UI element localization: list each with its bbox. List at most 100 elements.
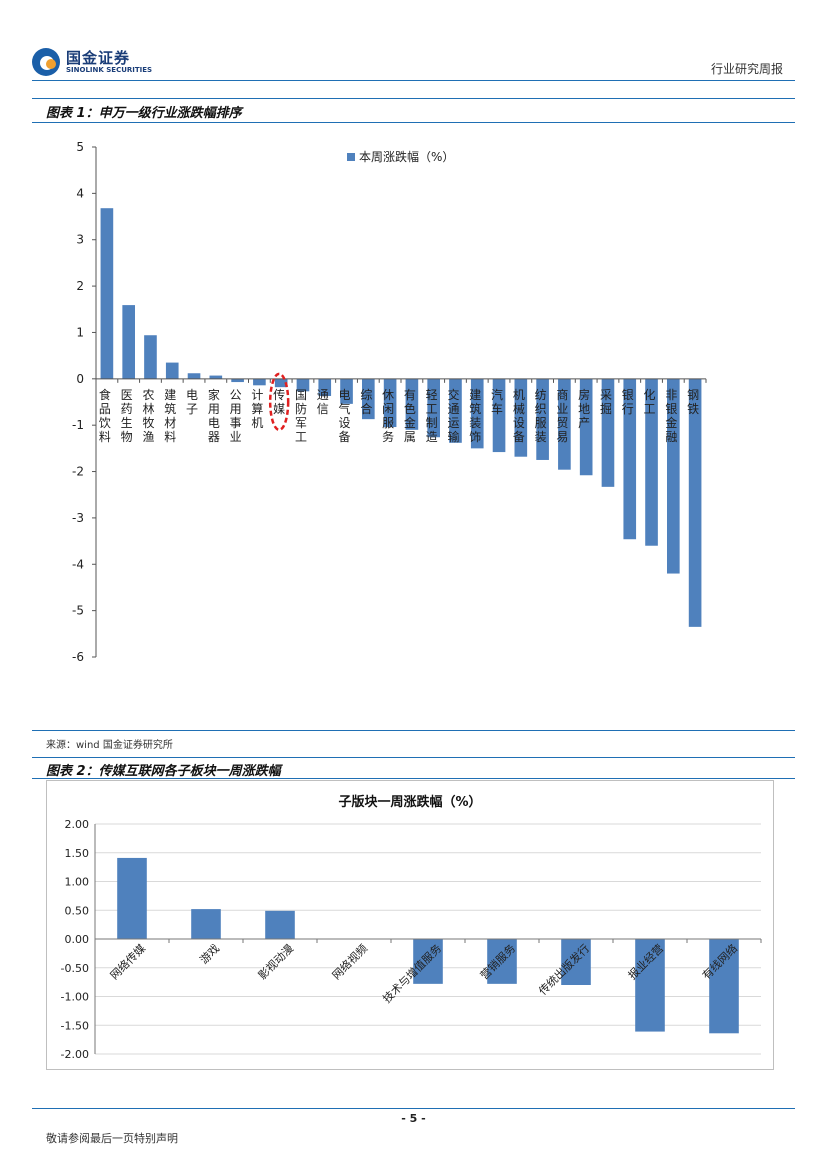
figure1-top-rule [32,98,795,99]
disclaimer: 敬请参阅最后一页特别声明 [46,1132,178,1145]
figure1-title-rule [32,122,795,123]
category-label: 有色金属 [404,388,416,444]
y-tick-label: 3 [76,233,84,247]
highlight-ellipse [268,372,290,432]
bar-食品饮料 [100,208,114,379]
bar-交通运输 [449,378,462,443]
y-tick-label: 1.00 [65,876,90,889]
category-label: 国防军工 [295,388,307,444]
bar-农林牧渔 [144,335,157,379]
legend-swatch [347,153,355,161]
y-tick-label: 2 [76,279,84,293]
bar-网络传媒 [117,857,147,939]
category-label: 商业贸易 [556,387,568,444]
y-tick-label: -2.00 [61,1048,89,1061]
page-number: - 5 - [401,1112,426,1125]
y-tick-label: -6 [72,650,84,664]
y-tick-label: -1 [72,418,84,432]
y-tick-label: 1 [76,325,84,339]
report-type: 行业研究周报 [710,62,783,76]
chart2-title: 子版块一周涨跌幅（%） [338,794,481,810]
y-tick-label: -2 [72,465,84,479]
category-label: 电气设备 [339,388,351,444]
category-label: 银行 [622,388,634,416]
bar-国防军工 [296,378,310,392]
category-label: 家用电器 [208,387,220,444]
subsector-change-chart: 子版块一周涨跌幅（%） 2.00 1.50 1.00 0.50 0.00 -0.50 -1.0… [61,794,762,1061]
category-label: 影视动漫 [255,941,296,982]
category-label: 电子 [186,388,198,416]
category-label: 通信 [317,388,329,416]
y-tick-label: 5 [76,140,84,154]
bar-公用事业 [231,378,244,383]
category-label: 食品饮料 [99,387,111,444]
category-label: 汽车 [491,387,503,416]
bar-化工 [645,378,658,546]
logo-chinese-name: 国金证券 [66,49,131,67]
bar-休闲服务 [383,378,397,428]
category-label: 轻工制造 [426,388,438,444]
bar-商业贸易 [558,378,571,470]
figure2-title-rule [32,778,795,779]
bar-传媒 [274,378,288,388]
industry-change-chart: 5 4 3 2 1 0 -1 -2 -3 -4 -5 -6 食品饮料医药生物农林牧渔建筑材料电子家用电器… [72,140,707,664]
category-label: 建筑装饰 [469,388,481,444]
bar-通信 [318,378,332,396]
bar-机械设备 [514,378,528,457]
footer-rule [32,1108,795,1109]
category-label: 钢铁 [687,388,699,416]
company-logo: 国金证券 SINOLINK SECURITIES [32,46,152,78]
bar-银行 [623,378,637,540]
category-label: 计算机 [251,388,263,430]
bar-建筑装饰 [470,378,484,449]
figure2-top-rule [32,757,795,758]
logo-accent-icon [46,59,56,69]
subsector-chart-frame: 子版块一周涨跌幅（%） 2.00 1.50 1.00 0.50 0.00 -0.50 -1.0… [46,780,774,1070]
y-tick-label: -1.00 [61,991,89,1004]
category-label: 网络传媒 [107,941,148,982]
category-label: 休闲服务 [382,388,394,444]
bar-房地产 [579,378,593,476]
y-tick-label: -3 [72,511,84,525]
y-tick-label: -5 [72,604,84,618]
bar-采掘 [601,378,615,487]
bar-建筑材料 [165,362,179,379]
y-tick-label: -0.50 [61,962,89,975]
legend-label: 本周涨跌幅（%） [359,149,454,164]
y-tick-label: 0.50 [65,904,90,917]
category-label: 化工 [644,388,656,416]
bar-汽车 [492,378,506,453]
category-label: 交通运输 [447,387,459,444]
bar-游戏 [191,909,221,939]
figure2-title: 图表 2：传媒互联网各子板块一周涨跌幅 [46,764,281,779]
bar-有线网络 [709,939,739,1034]
header-rule [32,80,795,81]
category-label: 传媒 [273,387,285,416]
bar-电子 [187,373,201,379]
bar-电气设备 [340,378,353,404]
source-top-rule [32,730,795,731]
category-label: 网络视频 [329,941,370,982]
category-label: 采掘 [600,388,612,416]
y-tick-label: 2.00 [65,818,90,831]
category-label: 综合 [360,388,372,416]
bar-纺织服装 [536,378,549,460]
bar-营销服务 [487,939,517,984]
category-label: 纺织服装 [535,388,547,444]
y-tick-label: 4 [76,186,84,200]
category-label: 医药生物 [121,388,133,444]
category-label: 游戏 [197,942,222,967]
y-tick-label: 0.00 [65,933,90,946]
y-tick-label: -1.50 [61,1019,89,1032]
bar-轻工制造 [427,378,440,438]
bar-综合 [362,378,375,420]
bar-技术与增值服务 [413,939,443,984]
bar-计算机 [253,378,266,386]
figure1-title: 图表 1：申万一级行业涨跌幅排序 [46,106,242,121]
bar-传统出版发行 [561,939,591,985]
bar-医药生物 [122,305,135,379]
bar-钢铁 [688,378,702,627]
category-label: 建筑材料 [164,388,176,444]
y-tick-label: -4 [72,557,84,571]
bar-影视动漫 [265,910,295,939]
